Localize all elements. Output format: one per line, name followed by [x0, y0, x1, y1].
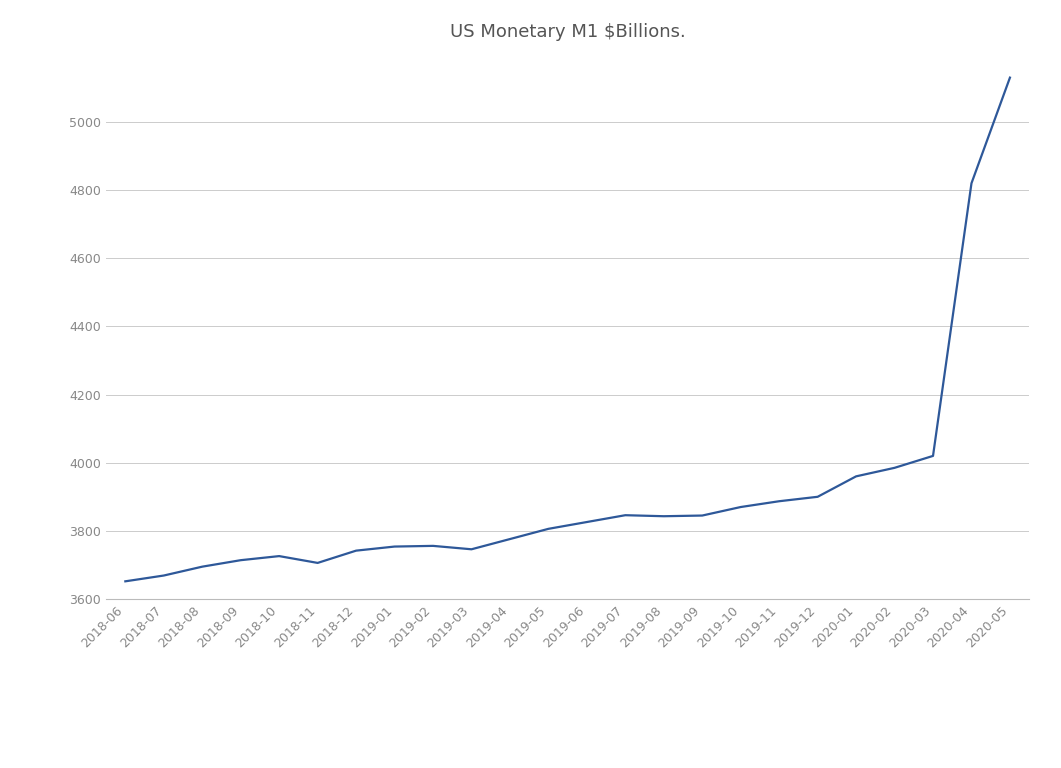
Title: US Monetary M1 $Billions.: US Monetary M1 $Billions.	[450, 23, 685, 41]
